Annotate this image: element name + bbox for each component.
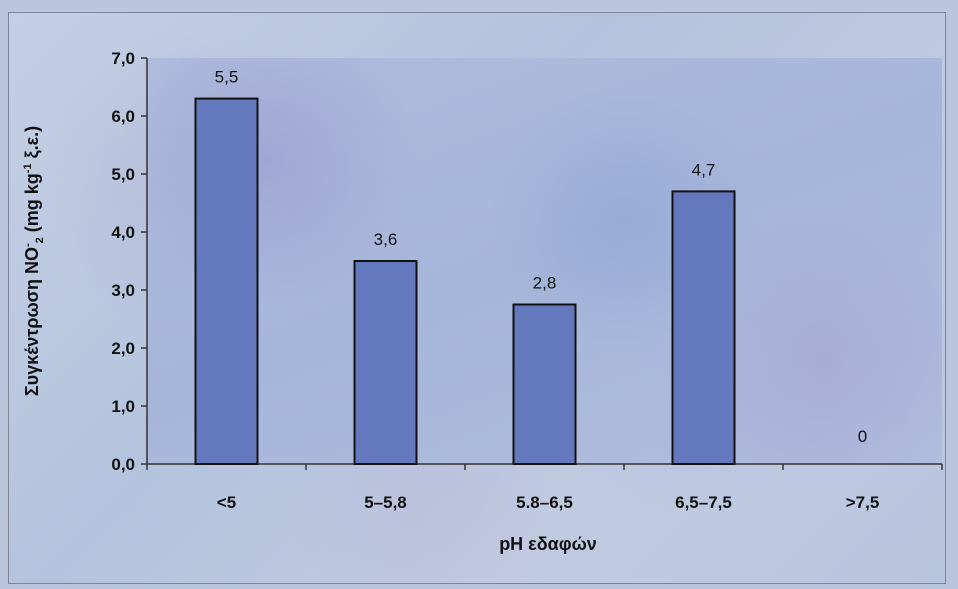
bar	[353, 260, 418, 465]
y-tick-label: 7,0	[111, 49, 135, 68]
y-tick-label: 6,0	[111, 107, 135, 126]
y-tick-label: 0,0	[111, 455, 135, 474]
data-label: 0	[858, 427, 867, 446]
data-label: 3,6	[374, 230, 398, 249]
bars	[194, 97, 736, 465]
data-label: 2,8	[533, 274, 557, 293]
x-axis-title: pH εδαφών	[499, 534, 597, 554]
labels: 5,5 <5 3,6 5–5,8 2,8 5.8–6,5 4,7 6,5–7,5 0 >7,5	[215, 68, 880, 512]
x-tick-label: <5	[217, 493, 236, 512]
axes: 0,0 1,0 2,0 3,0 4,0 5,0 6,0 7,0	[111, 49, 943, 474]
y-tick-label: 1,0	[111, 397, 135, 416]
x-tick-label: >7,5	[846, 493, 880, 512]
bar	[194, 97, 259, 465]
data-label: 4,7	[692, 160, 716, 179]
y-tick-label: 2,0	[111, 339, 135, 358]
x-tick-label: 5.8–6,5	[516, 493, 573, 512]
data-label: 5,5	[215, 68, 239, 87]
y-tick-label: 5,0	[111, 165, 135, 184]
x-tick-label: 6,5–7,5	[675, 493, 732, 512]
y-tick-label: 3,0	[111, 281, 135, 300]
bar	[671, 190, 736, 465]
x-tick-label: 5–5,8	[364, 493, 407, 512]
y-tick-label: 4,0	[111, 223, 135, 242]
bar	[512, 303, 577, 465]
